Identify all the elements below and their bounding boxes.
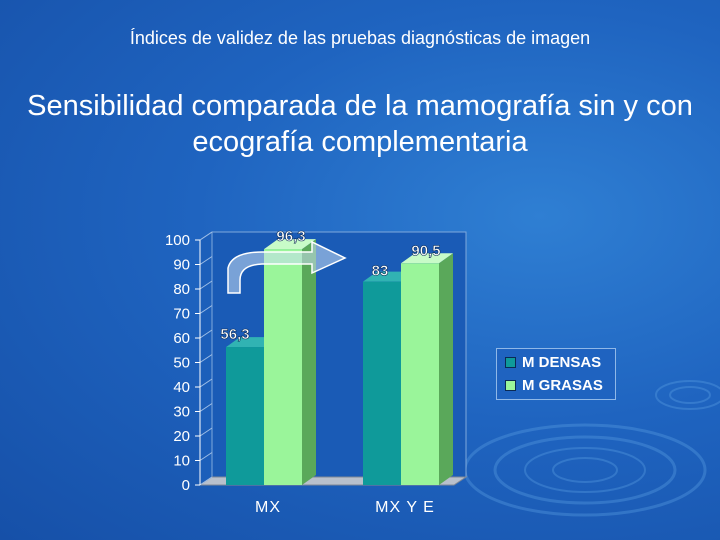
bar-1-0	[363, 281, 401, 485]
gridline-diag	[199, 476, 213, 486]
slide-title: Sensibilidad comparada de la mamografía …	[27, 90, 693, 158]
legend-swatch-densas	[505, 357, 516, 368]
bars	[226, 239, 453, 485]
x-axis: MX MX Y E	[255, 499, 435, 516]
gridline-diag	[199, 378, 213, 388]
gridline-diag	[199, 452, 213, 461]
y-tick-label: 80	[173, 281, 190, 298]
bar-top-1-1	[401, 253, 453, 264]
x-tick-label: MX Y E	[375, 499, 435, 516]
legend-swatch-grasas	[505, 380, 516, 391]
gridline-diag	[199, 280, 213, 290]
legend-item-densas: M DENSAS	[501, 351, 611, 374]
legend-label-densas: M DENSAS	[522, 354, 602, 371]
y-tick-label: 50	[173, 355, 190, 372]
y-tick-label: 90	[173, 257, 190, 274]
gridline-diag	[199, 231, 213, 241]
y-tick-label: 20	[173, 428, 190, 445]
slide-subtitle: Índices de validez de las pruebas diagnó…	[129, 28, 591, 48]
comparison-arrow	[227, 240, 347, 294]
gridline-diag	[199, 305, 213, 314]
y-tick-label: 0	[182, 477, 190, 494]
gridline-diag	[199, 403, 213, 412]
bar-1-1	[401, 263, 439, 485]
y-tick-label: 30	[173, 404, 190, 421]
legend-label-grasas: M GRASAS	[522, 377, 603, 394]
bar-top-0-1	[264, 239, 316, 250]
gridline-diag	[199, 427, 213, 437]
data-label: 96,3	[276, 228, 305, 245]
bar-side-1-1	[439, 253, 453, 485]
chart-legend: M DENSAS M GRASAS	[496, 348, 616, 400]
data-label: 56,3	[220, 326, 249, 343]
y-tick-label: 10	[173, 453, 190, 470]
bar-side-0-1	[302, 239, 316, 485]
legend-item-grasas: M GRASAS	[501, 374, 611, 397]
bar-0-1	[264, 249, 302, 485]
x-tick-label: MX	[255, 499, 281, 516]
y-tick-label: 100	[165, 232, 190, 249]
y-tick-label: 40	[173, 379, 190, 396]
gridline-diag	[199, 256, 213, 265]
bar-0-0	[226, 347, 264, 485]
gridline-diag	[199, 329, 213, 339]
data-label: 90,5	[411, 242, 440, 259]
data-label: 83	[372, 263, 389, 280]
y-tick-label: 60	[173, 330, 190, 347]
gridline-diag	[199, 354, 213, 363]
data-labels: 56,3 96,3 83 90,5	[220, 228, 441, 344]
y-tick-label: 70	[173, 306, 190, 323]
